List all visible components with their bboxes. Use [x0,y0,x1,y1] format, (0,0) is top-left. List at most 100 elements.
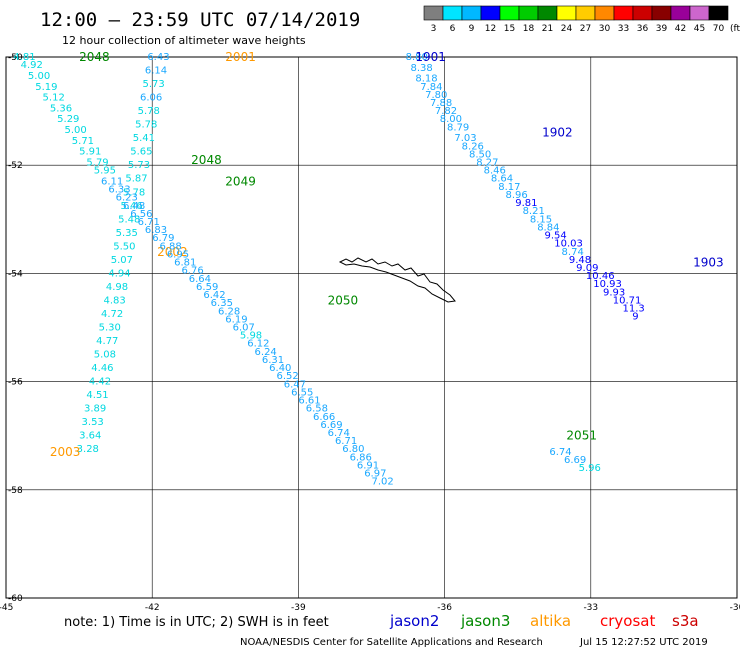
satellite-legend: jason2 jason3 altika cryosat s3a [389,612,699,630]
swh-value-label: 6.95 [167,249,189,260]
swh-value-label: 3.28 [77,444,99,455]
swh-value-label: 6.58 [306,404,328,415]
swh-value-label: 5.95 [94,166,116,177]
swh-value-label: 6.23 [116,193,138,204]
swh-value-label: 5.73 [142,79,164,90]
legend-cryosat: cryosat [600,612,655,630]
swh-value-label: 5.46 [121,201,143,212]
swh-value-label: 3.64 [79,431,101,442]
swh-value-label: 8.46 [484,166,506,177]
swh-value-label: 8.96 [506,190,528,201]
x-tick-label: -45 [0,603,13,613]
colorbar-tick-label: 24 [561,24,573,34]
swh-value-label: 6.24 [255,347,277,358]
swh-value-label: 6.48 [123,201,145,212]
legend-jason2: jason2 [389,612,439,630]
series-jason3: 4.814.925.005.195.125.365.295.005.715.91… [13,50,601,488]
x-tick-label: -36 [437,603,452,613]
swh-value-label: 6.71 [335,436,357,447]
swh-value-label: 8.18 [415,74,437,85]
swh-value-label: 4.98 [106,282,128,293]
colorbar-swatch [632,5,653,21]
swh-value-label: 6.56 [130,209,152,220]
colorbar-swatch [442,5,463,21]
map-grid: -45 -42 -39 -36 -33 -30 -50 -52 -54 -56 -58 -60 [0,53,740,613]
swh-value-label: 6.31 [262,355,284,366]
swh-value-label: 6.42 [203,290,225,301]
south-georgia-island [338,257,456,303]
colorbar-swatch [518,5,539,21]
y-tick-label: -54 [8,269,23,279]
swh-value-label: 4.92 [21,60,43,71]
swh-value-label: 5.78 [138,106,160,117]
swh-value-label: 6.69 [564,455,586,466]
colorbar-tick-label: 18 [523,24,535,34]
footer: note: 1) Time is in UTC; 2) SWH is in fe… [64,612,708,648]
y-tick-label: -60 [8,594,23,604]
swh-value-label: 4.72 [101,309,123,320]
swh-value-label: 3.89 [84,404,106,415]
swh-value-label: 4.51 [86,390,108,401]
swh-value-label: 5.36 [50,103,72,114]
legend-s3a: s3a [672,612,699,630]
swh-value-label: 6.11 [101,176,123,187]
swh-value-label: 6.47 [284,379,306,390]
colorbar-tick-label: 12 [485,24,496,34]
legend-jason3: jason3 [460,612,510,630]
swh-value-label: 6.06 [140,93,162,104]
y-tick-label: -56 [8,378,23,388]
swh-value-label: 8.00 [440,114,462,125]
swh-value-label: 4.77 [96,336,118,347]
colorbar-tick-label: 39 [656,24,668,34]
swh-value-label: 5.91 [79,147,101,158]
swh-value-label: 3.53 [82,417,104,428]
colorbar-swatch [613,5,634,21]
colorbar-swatch [480,5,501,21]
chart-subtitle: 12 hour collection of altimeter wave hei… [62,34,306,47]
pass-time-label: 2001 [225,50,256,64]
swh-value-label: 6.80 [342,444,364,455]
swh-value-label: 6.52 [276,371,298,382]
y-tick-label: -58 [8,486,23,496]
swh-value-label: 6.33 [108,185,130,196]
colorbar-tick-label: 36 [637,24,649,34]
swh-value-label: 6.88 [160,241,182,252]
footer-timestamp: Jul 15 12:27:52 UTC 2019 [579,637,708,648]
pass-time-label: 1902 [542,126,573,140]
swh-value-label: 5.35 [116,228,138,239]
pass-time-label: 1903 [693,256,724,270]
swh-value-label: 6.74 [549,447,571,458]
swh-value-label: 4.81 [13,52,35,63]
x-tick-label: -33 [583,603,598,613]
swh-value-label: 4.83 [103,295,125,306]
colorbar-swatch [594,5,615,21]
swh-value-label: 8.50 [469,149,491,160]
plot-frame [5,56,738,599]
swh-value-label: 6.79 [152,233,174,244]
swh-value-label: 6.40 [269,363,291,374]
swh-value-label: 6.97 [364,469,386,480]
swh-value-label: 6.07 [233,323,255,334]
altimeter-data: 6.43 6.14 5.73 6.06 5.78 5.78 5.41 5.65 5.73 5.87… [13,50,723,488]
pass-time-label: 2049 [225,174,256,188]
swh-value-label: 6.69 [320,420,342,431]
series-altika: 6.43 6.14 5.73 6.06 5.78 5.78 5.41 5.65 5.73 5.87… [50,50,256,459]
header: 12:00 – 23:59 UTC 07/14/2019 12 hour col… [40,9,360,47]
swh-value-label: 4.94 [108,268,130,279]
swh-value-label: 5.08 [94,350,116,361]
swh-value-label: 6.28 [218,306,240,317]
swh-value-label: 5.98 [240,331,262,342]
swh-value-label: 6.14 [145,66,167,77]
swh-value-label: 5.29 [57,114,79,125]
y-tick-label: -52 [8,161,23,171]
swh-value-label: 7.02 [372,477,394,488]
colorbar-swatch [423,5,444,21]
swh-value-label: 9.48 [569,255,591,266]
swh-value-label: 7.88 [430,98,452,109]
swh-value-label: 10.46 [586,271,615,282]
colorbar-tick-label: 6 [450,24,456,34]
pass-time-label: 2051 [566,429,597,443]
swh-value-label: 8.38 [410,63,432,74]
swh-value-label: 9.54 [545,231,567,242]
